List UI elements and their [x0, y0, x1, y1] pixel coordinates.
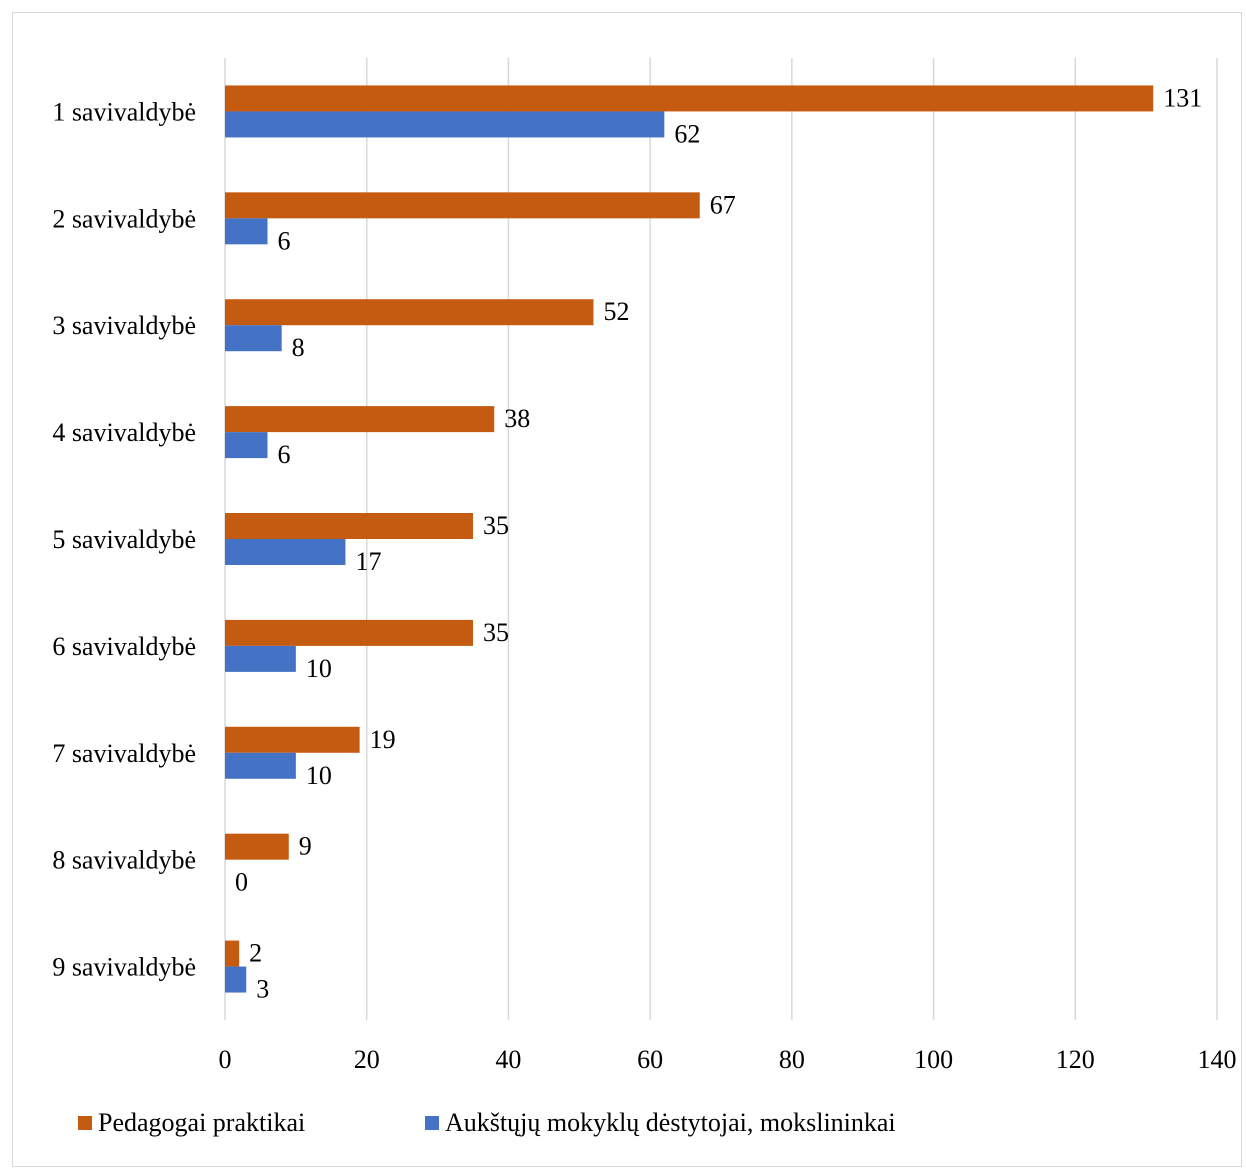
bar-series-1: [225, 406, 495, 433]
legend: Pedagogai praktikai Aukštųjų mokyklų dės…: [0, 1108, 1246, 1148]
legend-item-destytojai: Aukštųjų mokyklų dėstytojai, mokslininka…: [425, 1108, 896, 1138]
bar-series-2: [225, 539, 346, 565]
data-label: 0: [235, 868, 248, 897]
legend-swatch-pedagogai: [78, 1116, 92, 1130]
bars: [225, 85, 1154, 993]
data-label: 52: [603, 297, 629, 326]
bar-series-2: [225, 325, 282, 352]
data-label: 9: [299, 832, 312, 861]
data-label: 8: [292, 333, 305, 362]
legend-label-destytojai: Aukštųjų mokyklų dėstytojai, mokslininka…: [445, 1108, 896, 1137]
category-label: 9 savivaldybė: [52, 953, 196, 982]
legend-label-pedagogai: Pedagogai praktikai: [98, 1108, 306, 1137]
bar-series-2: [225, 966, 247, 993]
data-label: 67: [710, 190, 736, 219]
x-tick-label: 40: [495, 1045, 521, 1074]
bar-series-2: [225, 218, 268, 245]
data-label: 3: [256, 975, 269, 1004]
bar-series-2: [225, 645, 296, 672]
category-label: 2 savivaldybė: [52, 204, 196, 233]
data-label: 62: [674, 119, 700, 148]
category-label: 4 savivaldybė: [52, 418, 196, 447]
data-label: 19: [370, 725, 396, 754]
data-label: 10: [306, 761, 332, 790]
category-label: 8 savivaldybė: [52, 846, 196, 875]
x-tick-label: 0: [219, 1045, 232, 1074]
bar-series-1: [225, 513, 473, 539]
data-label: 10: [306, 654, 332, 683]
category-label: 6 savivaldybė: [52, 632, 196, 661]
data-label: 38: [504, 404, 530, 433]
bar-series-1: [225, 833, 289, 860]
category-label: 5 savivaldybė: [52, 525, 196, 554]
data-label: 35: [483, 511, 509, 540]
data-labels: 131 62 67 6 52 8 38 6 35 17 35 10 19 10 9 0 2 3: [235, 83, 1202, 1003]
legend-swatch-destytojai: [425, 1116, 439, 1130]
legend-item-pedagogai: Pedagogai praktikai: [78, 1108, 305, 1138]
bar-series-2: [225, 752, 296, 779]
x-tick-label: 60: [637, 1045, 663, 1074]
x-tick-labels: 0 20 40 60 80 100 120 140: [219, 1045, 1237, 1074]
bar-series-1: [225, 192, 700, 219]
x-tick-label: 20: [354, 1045, 380, 1074]
data-label: 17: [355, 547, 381, 576]
category-label: 1 savivaldybė: [52, 97, 196, 126]
category-labels: 1 savivaldybė 2 savivaldybė 3 savivaldybė 4…: [52, 97, 196, 981]
bar-series-1: [225, 299, 594, 326]
bar-series-1: [225, 940, 240, 967]
data-label: 6: [278, 440, 291, 469]
data-label: 131: [1163, 83, 1202, 112]
bar-series-1: [225, 619, 473, 646]
data-label: 2: [249, 939, 262, 968]
data-label: 6: [278, 226, 291, 255]
x-tick-label: 80: [779, 1045, 805, 1074]
category-label: 7 savivaldybė: [52, 739, 196, 768]
category-label: 3 savivaldybė: [52, 311, 196, 340]
bar-series-1: [225, 85, 1154, 112]
x-tick-label: 100: [914, 1045, 953, 1074]
bar-series-2: [225, 432, 268, 459]
bar-series-1: [225, 726, 360, 753]
bar-series-2: [225, 111, 665, 138]
x-tick-label: 140: [1198, 1045, 1237, 1074]
data-label: 35: [483, 618, 509, 647]
x-tick-label: 120: [1056, 1045, 1095, 1074]
